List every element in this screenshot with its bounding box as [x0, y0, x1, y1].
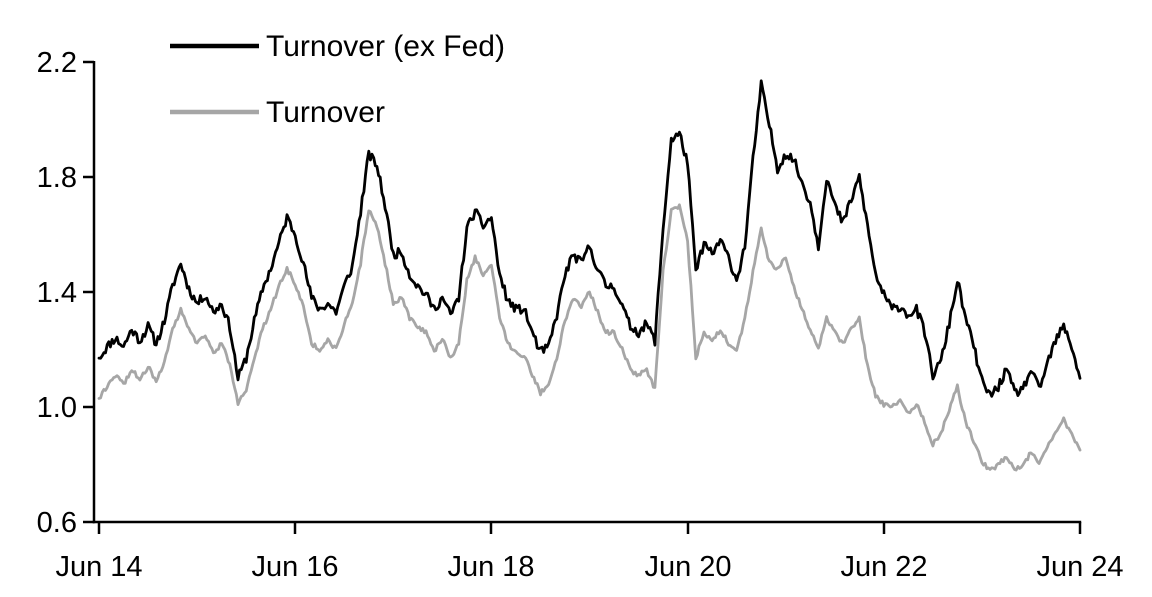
x-tick-label: Jun 14 — [55, 551, 142, 583]
y-tick-label: 1.0 — [37, 392, 77, 424]
legend-label-turnover: Turnover — [266, 96, 385, 129]
plot-area — [97, 79, 1082, 472]
y-tick-label: 1.8 — [37, 162, 77, 194]
x-tick-label: Jun 24 — [1036, 551, 1123, 583]
legend-label-turnover-ex-fed: Turnover (ex Fed) — [266, 30, 505, 63]
series-line-turnover — [97, 203, 1082, 472]
y-tick-label: 0.6 — [37, 507, 77, 539]
x-tick-label: Jun 22 — [840, 551, 927, 583]
legend: Turnover (ex Fed) Turnover — [170, 30, 505, 129]
series-line-turnover-ex-fed — [97, 79, 1082, 398]
legend-item-turnover: Turnover — [170, 96, 385, 129]
x-tick-label: Jun 16 — [251, 551, 338, 583]
y-axis: 2.2 1.8 1.4 1.0 0.6 — [37, 47, 96, 539]
x-tick-label: Jun 20 — [644, 551, 731, 583]
y-tick-label: 1.4 — [37, 277, 77, 309]
x-axis: Jun 14 Jun 16 Jun 18 Jun 20 Jun 22 Jun 2… — [55, 520, 1124, 583]
legend-item-turnover-ex-fed: Turnover (ex Fed) — [170, 30, 505, 63]
x-tick-label: Jun 18 — [447, 551, 534, 583]
y-tick-label: 2.2 — [37, 47, 77, 79]
